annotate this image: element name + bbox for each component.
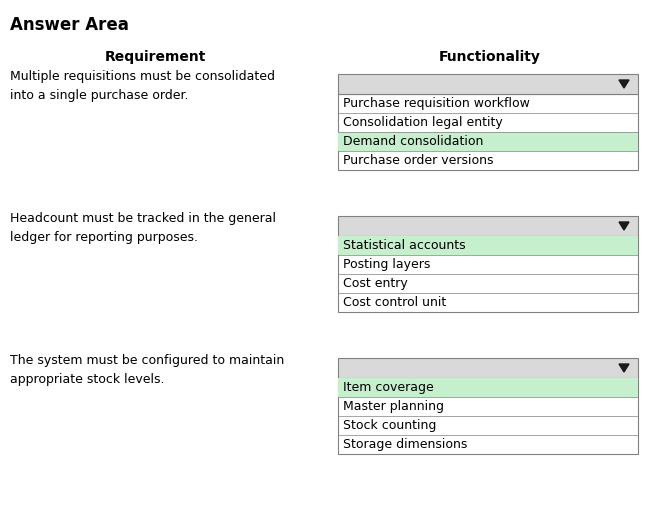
Text: Requirement: Requirement [104, 50, 205, 64]
Text: Consolidation legal entity: Consolidation legal entity [343, 116, 503, 129]
Bar [338, 216, 638, 236]
Text: Answer Area: Answer Area [10, 16, 129, 34]
Bar [338, 378, 638, 454]
Text: Demand consolidation: Demand consolidation [343, 135, 483, 148]
Text: Headcount must be tracked in the general
ledger for reporting purposes.: Headcount must be tracked in the general… [10, 212, 276, 244]
Text: Item coverage: Item coverage [343, 381, 434, 394]
Bar [338, 94, 638, 170]
Text: Master planning: Master planning [343, 400, 444, 413]
Text: Functionality: Functionality [439, 50, 541, 64]
Polygon shape [619, 80, 629, 88]
Text: Posting layers: Posting layers [343, 258, 430, 271]
Text: Storage dimensions: Storage dimensions [343, 438, 467, 451]
Text: Cost entry: Cost entry [343, 277, 408, 290]
Text: The system must be configured to maintain
appropriate stock levels.: The system must be configured to maintai… [10, 354, 284, 386]
Bar [338, 132, 638, 151]
Bar [338, 236, 638, 312]
Bar [338, 236, 638, 255]
Bar [338, 358, 638, 378]
Polygon shape [619, 364, 629, 372]
Text: Statistical accounts: Statistical accounts [343, 239, 466, 252]
Text: Purchase requisition workflow: Purchase requisition workflow [343, 97, 530, 110]
Text: Purchase order versions: Purchase order versions [343, 154, 494, 167]
Bar [338, 74, 638, 94]
Text: Cost control unit: Cost control unit [343, 296, 446, 309]
Text: Multiple requisitions must be consolidated
into a single purchase order.: Multiple requisitions must be consolidat… [10, 70, 275, 102]
Polygon shape [619, 222, 629, 230]
Text: Stock counting: Stock counting [343, 419, 436, 432]
Bar [338, 378, 638, 397]
